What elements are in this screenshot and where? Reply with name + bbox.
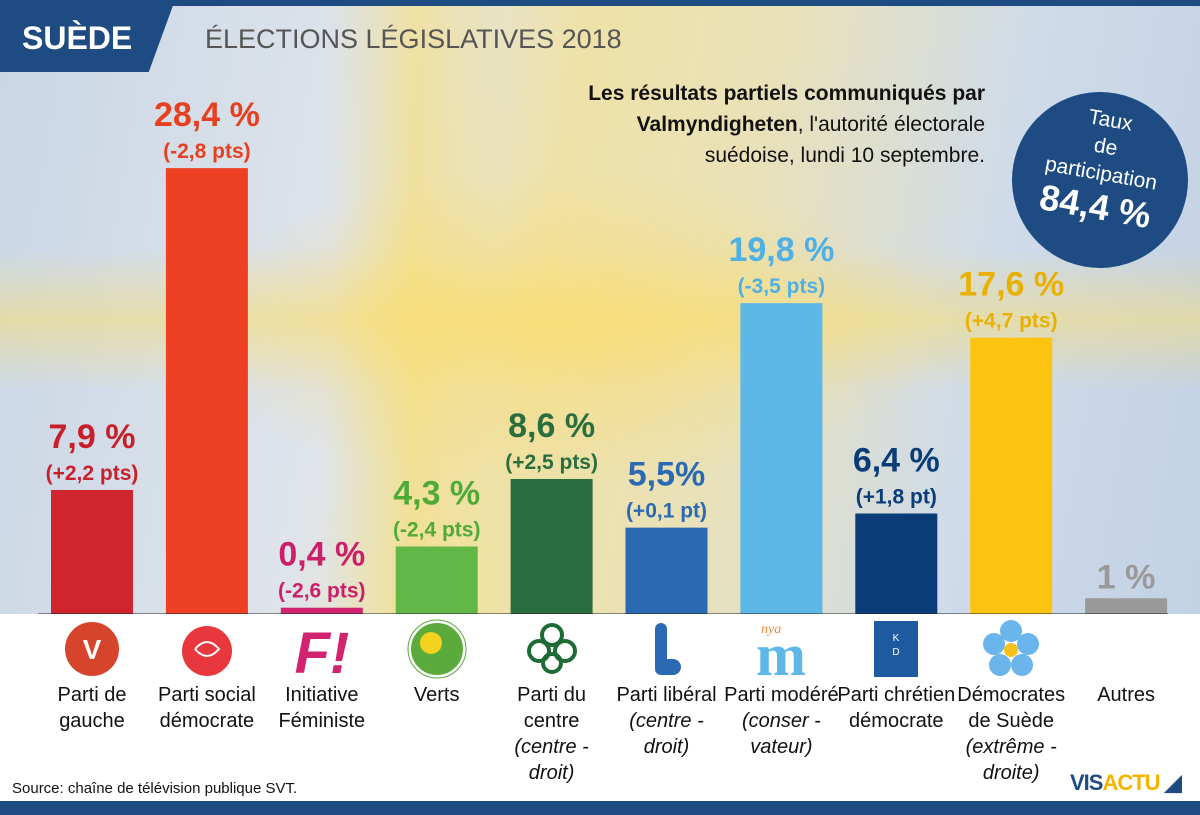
svg-text:nya: nya [761, 622, 781, 637]
bar [1085, 598, 1168, 614]
bar-chart: 7,9 % (+2,2 pts) 28,4 % (-2,8 pts) 0,4 % (-2,… [38, 96, 1168, 617]
svg-text:F!: F! [294, 621, 349, 680]
value-label: 0,4 % [278, 536, 365, 574]
party-name: Parti social démocrate [157, 684, 256, 732]
party-orientation: (centre - droit) [629, 710, 704, 758]
page-title: ÉLECTIONS LÉGISLATIVES 2018 [205, 24, 622, 54]
party-legend-item: Verts [377, 618, 497, 708]
party-name: Parti du centre [517, 684, 587, 732]
party-name: Parti modéré [724, 684, 839, 706]
value-label: 8,6 % [508, 407, 595, 445]
change-label: (-2,6 pts) [278, 580, 366, 603]
party-name: Autres [1097, 684, 1155, 706]
nya-m-icon: m nya [721, 618, 841, 680]
change-label: (+1,8 pt) [856, 486, 937, 509]
value-label: 28,4 % [154, 96, 260, 134]
l-icon [607, 618, 727, 680]
value-label: 6,4 % [853, 442, 940, 480]
no-logo [1066, 618, 1186, 680]
party-orientation: (conser - vateur) [741, 710, 821, 758]
value-label: 1 % [1097, 558, 1156, 596]
party-name: Parti libéral [616, 684, 717, 706]
rose-icon [147, 618, 267, 680]
party-legend-item: Autres [1066, 618, 1186, 708]
change-label: (+2,5 pts) [505, 451, 598, 474]
party-legend-item: m nya Parti modéré (conser - vateur) [721, 618, 841, 760]
value-label: 5,5% [628, 456, 706, 494]
bar [51, 489, 133, 614]
change-label: (+0,1 pt) [626, 500, 707, 523]
change-label: (-2,4 pts) [393, 518, 481, 541]
party-legend-item: Parti libéral (centre - droit) [607, 618, 727, 760]
svg-text:m: m [756, 622, 806, 680]
party-orientation: (centre - droit) [514, 736, 589, 784]
logo-part-1: VIS [1070, 770, 1103, 795]
bar [740, 303, 823, 614]
v-flower-icon: V [32, 618, 152, 680]
country-label: SUÈDE [0, 0, 175, 72]
bar [970, 337, 1053, 614]
party-legend-item: F! Initiative Féministe [262, 618, 382, 734]
top-strip [0, 0, 1200, 6]
party-name: Démocrates de Suède [957, 684, 1066, 732]
party-orientation: (extrême - droite) [965, 736, 1057, 784]
party-legend-item: Démocrates de Suède (extrême - droite) [951, 618, 1071, 786]
party-legend-item: Parti social démocrate [147, 618, 267, 734]
f-exclamation-icon: F! [262, 618, 382, 680]
svg-text:K: K [893, 633, 900, 644]
party-legend-item: V Parti de gauche [32, 618, 152, 734]
visactu-logo: VISACTU ◢ [1070, 770, 1182, 795]
svg-text:D: D [893, 647, 900, 658]
bar [625, 527, 708, 614]
svg-text:V: V [83, 634, 102, 665]
bar [510, 478, 593, 614]
logo-part-2: ACTU [1102, 770, 1160, 795]
change-label: (-2,8 pts) [163, 140, 251, 163]
value-label: 4,3 % [393, 474, 480, 512]
party-legend-item: Parti du centre (centre - droit) [492, 618, 612, 786]
party-name: Initiative Féministe [278, 684, 366, 732]
change-label: (-3,5 pts) [738, 275, 826, 298]
party-name: Verts [413, 684, 460, 706]
clover-icon [492, 618, 612, 680]
subtitle: Les résultats partiels communiqués par V… [545, 78, 985, 171]
value-label: 19,8 % [728, 231, 834, 269]
bar [395, 546, 478, 614]
footer-strip [0, 801, 1200, 815]
value-label: 17,6 % [958, 266, 1064, 304]
bar [165, 168, 248, 614]
change-label: (+2,2 pts) [46, 462, 139, 485]
change-label: (+4,7 pts) [965, 310, 1058, 333]
source-note: Source: chaîne de télévision publique SV… [12, 780, 298, 797]
party-legend-item: K D Parti chrétien démocrate [836, 618, 956, 734]
bar [855, 513, 938, 614]
party-name: Parti chrétien démocrate [837, 684, 956, 732]
party-name: Parti de gauche [57, 684, 127, 732]
value-label: 7,9 % [49, 418, 136, 456]
dandelion-icon [377, 618, 497, 680]
subtitle-bold: Les résultats partiels communiqués par V… [588, 82, 985, 136]
subtitle-rest: , l'autorité électorale suédoise, lundi … [704, 113, 985, 167]
blue-flower-icon [951, 618, 1071, 680]
bar [280, 607, 363, 614]
